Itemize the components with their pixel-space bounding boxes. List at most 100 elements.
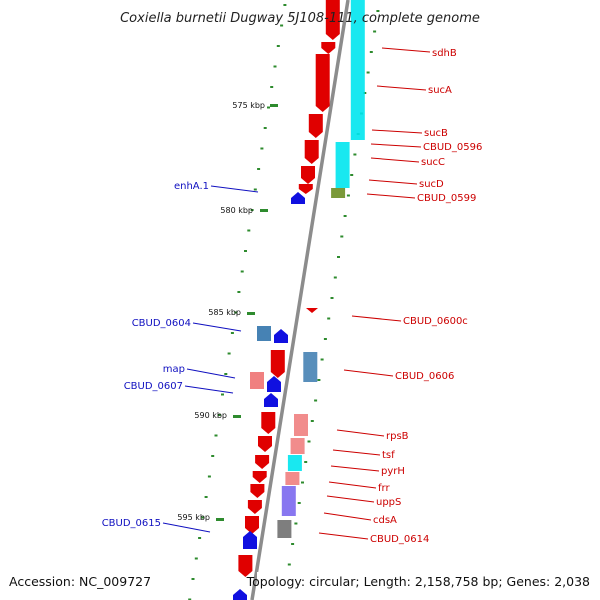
cog-block	[281, 486, 296, 516]
tick-dot	[207, 475, 211, 478]
tick-dot	[263, 127, 267, 129]
tick-dot	[376, 10, 380, 12]
scale-dash	[233, 415, 241, 418]
tick-dot	[333, 276, 337, 279]
gene-label-map[interactable]: map	[163, 364, 185, 375]
cog-block	[303, 352, 318, 382]
scale-mark-585: 585 kbp	[208, 308, 255, 317]
cog-block	[250, 372, 264, 389]
tick-dot	[350, 174, 354, 176]
outer-tick-track	[188, 4, 287, 600]
gene-label-tsf[interactable]: tsf	[382, 450, 395, 461]
gene-label-uppS[interactable]: uppS	[376, 497, 401, 508]
footer-accession-backdrop	[4, 572, 154, 592]
genome-summary-text: Topology: circular; Length: 2,158,758 bp…	[246, 574, 590, 589]
map-title: Coxiella burnetii Dugway 5J108-111, comp…	[120, 11, 480, 26]
tick-dot	[201, 516, 205, 519]
genome-backbone	[250, 0, 350, 600]
gene-label-CBUD-0596[interactable]: CBUD_0596	[423, 142, 482, 153]
inner-tick-track	[284, 10, 380, 586]
tick-dot	[287, 563, 291, 566]
forward-gene-arrow	[321, 42, 336, 54]
gene-label-CBUD-0615[interactable]: CBUD_0615	[102, 518, 161, 529]
scale-label: 590 kbp	[194, 411, 227, 420]
tick-dot	[188, 598, 192, 600]
leader-line	[184, 385, 234, 394]
tick-dot	[224, 373, 228, 375]
gene-label-cdsA[interactable]: cdsA	[373, 515, 397, 526]
leader-line	[323, 512, 372, 521]
leader-line	[366, 193, 416, 199]
cog-feature-track	[277, 0, 365, 538]
tick-dot	[234, 311, 238, 314]
accession-text: Accession: NC_009727	[9, 574, 151, 589]
gene-label-sucB[interactable]: sucB	[424, 128, 448, 139]
tick-dot	[307, 440, 311, 443]
gene-label-sucC[interactable]: sucC	[421, 157, 445, 168]
gene-label-frr[interactable]: frr	[378, 483, 390, 494]
tick-dot	[317, 379, 321, 381]
gene-label-rpsB[interactable]: rpsB	[386, 431, 409, 442]
scale-dash	[247, 312, 255, 315]
scale-mark-595: 595 kbp	[177, 513, 224, 522]
leader-line	[162, 522, 211, 533]
leader-line	[192, 322, 242, 332]
tick-dot	[273, 65, 277, 68]
forward-gene-arrow	[258, 436, 272, 452]
forward-gene-arrow	[252, 471, 267, 483]
tick-dot	[247, 229, 251, 232]
tick-dot	[294, 522, 298, 525]
gene-label-CBUD-0599[interactable]: CBUD_0599	[417, 193, 476, 204]
reverse-gene-arrow	[274, 329, 288, 343]
tick-dot	[253, 188, 257, 191]
leader-line	[336, 429, 385, 437]
gene-label-CBUD-0600c[interactable]: CBUD_0600c	[403, 316, 468, 327]
leader-line	[318, 532, 369, 540]
leader-line	[343, 369, 394, 377]
gene-label-CBUD-0614[interactable]: CBUD_0614	[370, 534, 429, 545]
tick-dot	[230, 332, 234, 334]
tick-dot	[214, 434, 218, 437]
tick-dot	[283, 4, 287, 6]
scale-mark-580: 580 kbp	[220, 206, 268, 215]
gene-label-CBUD-0604[interactable]: CBUD_0604	[132, 318, 191, 329]
forward-gene-labels: sdhB sucA sucB CBUD_0596 sucC sucD CBUD_…	[370, 48, 482, 545]
leader-line	[381, 47, 431, 53]
forward-gene-arrow	[298, 184, 313, 194]
cog-block	[294, 414, 308, 436]
gene-label-sucD[interactable]: sucD	[419, 179, 444, 190]
footer-summary-backdrop	[257, 572, 597, 592]
scale-label: 580 kbp	[220, 206, 253, 215]
leader-line	[371, 129, 423, 134]
cog-block	[290, 438, 305, 454]
leader-line	[368, 179, 418, 185]
tick-dot	[250, 209, 254, 211]
gene-label-pyrH[interactable]: pyrH	[381, 466, 405, 477]
leader-line	[210, 185, 259, 193]
tick-dot	[304, 461, 308, 463]
gene-label-CBUD-0607[interactable]: CBUD_0607	[124, 381, 183, 392]
reverse-gene-labels: enhA.1 CBUD_0604 map CBUD_0607 CBUD_0615	[102, 181, 209, 529]
tick-dot	[280, 24, 284, 27]
tick-dot	[240, 270, 244, 273]
forward-gene-arrow	[255, 455, 270, 469]
tick-dot	[291, 543, 295, 545]
tick-dot	[204, 496, 208, 498]
gene-label-CBUD-0606[interactable]: CBUD_0606	[395, 371, 454, 382]
tick-dot	[373, 30, 377, 33]
forward-gene-arrow	[315, 54, 330, 112]
tick-dot	[323, 338, 327, 340]
tick-dot	[211, 455, 215, 457]
leader-line	[328, 481, 377, 489]
leader-line	[330, 465, 380, 472]
gene-label-sdhB[interactable]: sdhB	[432, 48, 457, 59]
scale-dash	[260, 209, 268, 212]
leader-line	[332, 449, 381, 456]
gene-label-sucA[interactable]: sucA	[428, 85, 452, 96]
gene-label-enhA-1[interactable]: enhA.1	[174, 181, 209, 192]
forward-gene-arrow	[247, 500, 262, 514]
tick-dot	[320, 358, 324, 361]
reverse-gene-arrow	[233, 589, 247, 600]
